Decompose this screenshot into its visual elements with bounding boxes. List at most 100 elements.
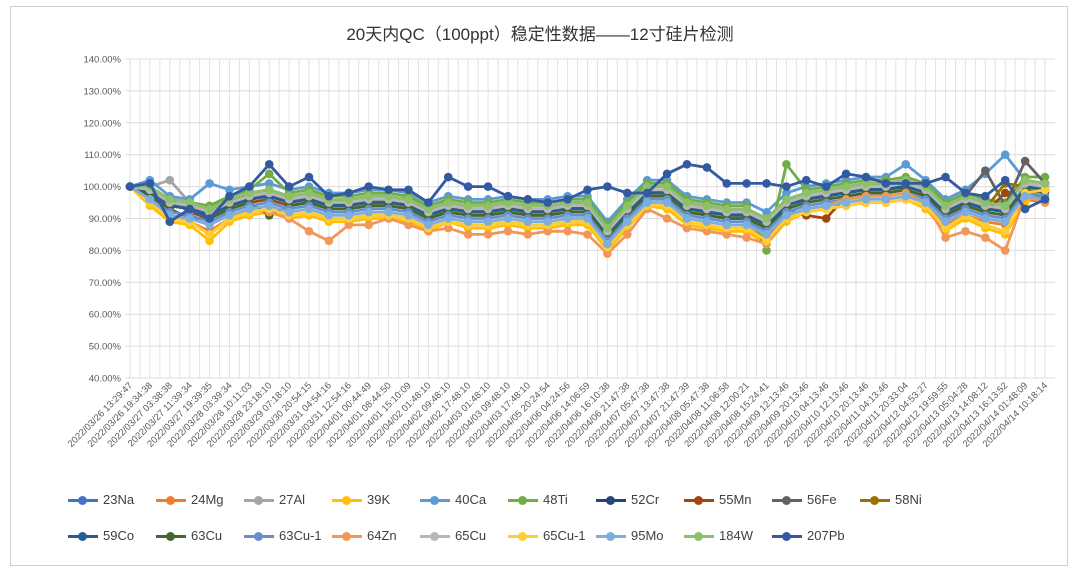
legend-item-58Ni: 58Ni (860, 492, 948, 507)
y-tick-label: 60.00% (89, 310, 122, 321)
data-point-207Pb (185, 204, 194, 214)
data-point-95Mo (225, 211, 234, 220)
legend-item-40Ca: 40Ca (420, 492, 508, 507)
data-point-184W (165, 195, 175, 204)
legend-row-1: 23Na 24Mg 27Al 39K 40Ca 48Ti 52Cr 55Mn 56Fe 58Ni (68, 492, 948, 507)
data-point-95Mo (921, 198, 930, 207)
data-point-184W (861, 179, 871, 188)
data-point-95Mo (583, 214, 592, 223)
legend-marker-icon (420, 494, 450, 506)
data-point-207Pb (443, 172, 453, 182)
legend-label: 56Fe (807, 492, 837, 507)
data-point-207Pb (463, 182, 473, 191)
data-point-207Pb (245, 182, 254, 191)
data-point-48Ti (782, 159, 791, 169)
data-point-184W (642, 182, 652, 191)
legend-item-27Al: 27Al (244, 492, 332, 507)
data-point-56Fe (1020, 156, 1030, 166)
data-point-95Mo (802, 204, 811, 214)
data-point-40Ca (264, 179, 274, 188)
legend-item-59Co: 59Co (68, 528, 156, 543)
legend-marker-icon (156, 530, 186, 542)
chart-frame (10, 6, 1068, 566)
data-point-48Ti (264, 169, 274, 179)
data-point-95Mo (622, 217, 632, 226)
data-point-55Mn (821, 214, 831, 223)
data-point-40Ca (901, 159, 911, 169)
data-point-65Cu-1 (1040, 185, 1050, 195)
y-tick-label: 100.00% (83, 182, 121, 193)
data-point-64Zn (742, 233, 751, 242)
data-point-95Mo (722, 220, 732, 230)
legend-marker-icon (156, 494, 186, 506)
data-point-95Mo (503, 214, 513, 223)
data-point-64Zn (961, 226, 970, 236)
data-point-207Pb (921, 179, 930, 188)
data-point-64Zn (603, 249, 612, 258)
data-point-207Pb (682, 159, 692, 169)
legend-label: 48Ti (543, 492, 568, 507)
data-point-207Pb (642, 188, 652, 198)
y-tick-label: 70.00% (89, 278, 122, 289)
data-point-207Pb (523, 195, 533, 204)
data-point-64Zn (722, 230, 732, 239)
data-point-95Mo (404, 211, 413, 220)
data-point-64Zn (563, 226, 572, 236)
data-point-95Mo (304, 204, 314, 214)
legend-label: 63Cu (191, 528, 223, 543)
data-point-95Mo (642, 198, 652, 207)
data-point-64Zn (981, 233, 990, 242)
data-point-64Zn (543, 226, 553, 236)
data-point-207Pb (344, 188, 354, 198)
data-point-64Zn (364, 220, 373, 230)
data-point-184W (583, 198, 592, 207)
data-point-95Mo (563, 214, 572, 223)
data-point-207Pb (264, 159, 274, 169)
legend-marker-icon (860, 494, 890, 506)
data-point-184W (245, 188, 254, 198)
data-point-95Mo (264, 201, 274, 211)
legend-marker-icon (508, 494, 538, 506)
data-point-48Ti (762, 246, 771, 255)
data-point-207Pb (901, 179, 911, 188)
data-point-95Mo (941, 217, 950, 226)
data-point-207Pb (483, 182, 493, 191)
data-point-207Pb (384, 185, 393, 195)
data-point-184W (404, 195, 413, 204)
data-point-207Pb (802, 175, 811, 185)
data-point-95Mo (821, 201, 831, 211)
legend-marker-icon (68, 494, 98, 506)
data-point-95Mo (543, 217, 553, 226)
data-point-184W (1020, 175, 1030, 185)
data-point-95Mo (483, 217, 493, 226)
data-point-184W (503, 198, 513, 207)
legend-item-63Cu: 63Cu (156, 528, 244, 543)
legend-item-184W: 184W (684, 528, 772, 543)
data-point-40Ca (762, 207, 771, 217)
data-point-207Pb (1020, 204, 1030, 214)
legend-marker-icon (332, 494, 362, 506)
data-point-64Zn (483, 230, 493, 239)
data-point-207Pb (622, 188, 632, 198)
data-point-207Pb (583, 185, 592, 195)
data-point-95Mo (881, 195, 891, 204)
data-point-184W (304, 188, 314, 198)
data-point-65Cu-1 (941, 223, 950, 233)
data-point-64Zn (443, 223, 453, 233)
data-point-95Mo (145, 195, 155, 204)
data-point-64Zn (304, 226, 314, 236)
data-point-207Pb (404, 185, 413, 195)
data-point-95Mo (682, 214, 692, 223)
data-point-207Pb (702, 163, 712, 172)
legend-label: 65Cu-1 (543, 528, 586, 543)
data-point-184W (284, 191, 294, 201)
data-point-40Ca (782, 188, 791, 198)
data-point-207Pb (424, 198, 433, 207)
y-tick-label: 130.00% (83, 86, 121, 97)
legend-label: 27Al (279, 492, 306, 507)
data-point-184W (841, 182, 851, 191)
data-point-207Pb (941, 172, 950, 182)
data-point-184W (662, 182, 672, 191)
data-point-184W (762, 214, 771, 223)
